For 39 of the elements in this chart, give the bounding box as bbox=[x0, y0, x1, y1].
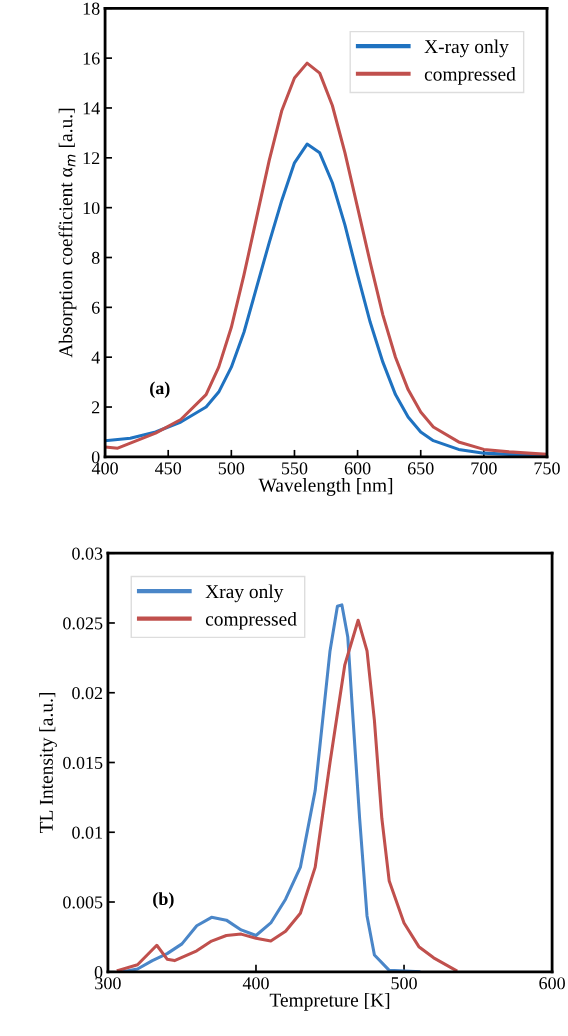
y-axis-title: Absorption coefficient α$_{m}$ [a.u.] bbox=[58, 108, 77, 358]
y-tick-label: 0.03 bbox=[72, 547, 103, 560]
y-tick-label: 14 bbox=[83, 102, 100, 115]
x-tick-label: 600 bbox=[344, 462, 371, 475]
x-tick-label: 650 bbox=[407, 462, 434, 475]
y-tick-label: 8 bbox=[91, 251, 100, 264]
y-tick-label: 0.02 bbox=[72, 687, 103, 700]
x-tick-label: 600 bbox=[539, 977, 565, 990]
y-tick-label: 18 bbox=[83, 2, 100, 15]
annotation: (b) bbox=[153, 892, 174, 909]
y-tick-label: 12 bbox=[83, 152, 100, 165]
y-tick-label: 10 bbox=[83, 201, 100, 215]
x-tick-label: 500 bbox=[391, 977, 417, 990]
legend-label: Xray only bbox=[205, 584, 284, 603]
y-tick-label: 4 bbox=[91, 351, 100, 364]
x-tick-label: 400 bbox=[242, 977, 269, 990]
legend-label: X-ray only bbox=[424, 39, 509, 58]
y-tick-label: 16 bbox=[83, 52, 100, 65]
x-tick-label: 500 bbox=[218, 462, 245, 475]
legend-label: compressed bbox=[205, 611, 297, 630]
y-tick-label: 6 bbox=[91, 301, 100, 314]
x-tick-label: 400 bbox=[91, 462, 118, 475]
y-tick-label: 0.015 bbox=[63, 756, 103, 770]
y-tick-label: 0 bbox=[94, 966, 103, 979]
legend-label: compressed bbox=[424, 67, 516, 85]
y-tick-label: 0 bbox=[91, 451, 100, 464]
x-tick-label: 300 bbox=[95, 977, 121, 990]
annotation: (a) bbox=[150, 381, 170, 398]
y-tick-label: 0.005 bbox=[63, 896, 103, 909]
x-tick-label: 700 bbox=[471, 462, 497, 475]
y-tick-label: 2 bbox=[91, 401, 100, 414]
y-axis-title: TL Intensity [a.u.] bbox=[39, 693, 57, 834]
y-tick-label: 0.01 bbox=[72, 826, 102, 839]
x-tick-label: 550 bbox=[281, 462, 308, 475]
x-axis-title: Wavelength [nm] bbox=[258, 478, 393, 496]
x-tick-label: 450 bbox=[155, 462, 182, 475]
x-axis-title: Tempreture [K] bbox=[269, 993, 390, 1011]
x-tick-label: 750 bbox=[534, 462, 560, 475]
y-tick-label: 0.025 bbox=[63, 617, 103, 630]
